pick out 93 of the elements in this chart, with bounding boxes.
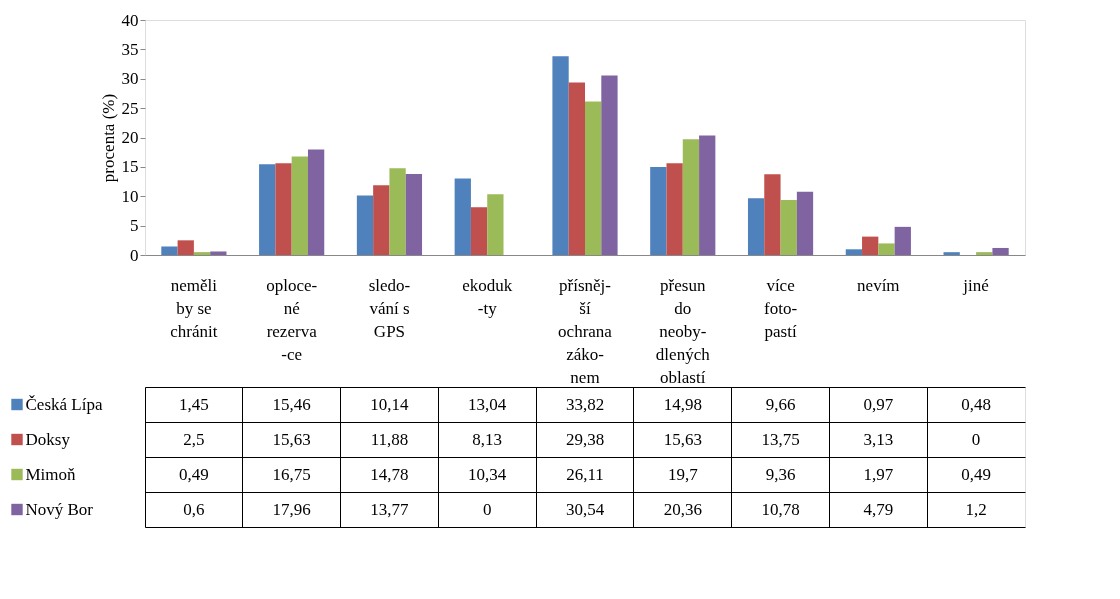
bar bbox=[650, 166, 667, 255]
bar bbox=[747, 198, 765, 255]
bar bbox=[307, 149, 325, 255]
data-label: 1,2 bbox=[965, 499, 987, 519]
bar bbox=[552, 56, 569, 255]
x-tick-label: ekoduk -ty bbox=[462, 275, 513, 318]
x-tick-label: přísněj- ší ochrana záko- nem bbox=[558, 275, 613, 387]
data-label: 4,79 bbox=[863, 499, 894, 519]
bar bbox=[796, 191, 814, 255]
data-label: 10,34 bbox=[468, 464, 507, 484]
data-label: 10,78 bbox=[761, 499, 800, 519]
x-tick-label: sledo- vání s GPS bbox=[368, 275, 411, 341]
data-label: 13,04 bbox=[468, 394, 507, 414]
bar bbox=[585, 101, 602, 255]
bar bbox=[699, 135, 716, 255]
bar bbox=[682, 139, 700, 255]
y-tick-label: 35 bbox=[121, 39, 139, 59]
y-tick-label: 20 bbox=[121, 128, 139, 147]
bar bbox=[356, 195, 374, 255]
x-tick-label: oploce- né rezerva -ce bbox=[266, 275, 318, 364]
legend-label: Nový Bor bbox=[25, 499, 94, 519]
bar bbox=[878, 243, 895, 255]
bar bbox=[992, 247, 1009, 255]
data-label: 11,88 bbox=[370, 429, 409, 449]
data-label: 0,49 bbox=[961, 464, 991, 484]
data-label: 9,36 bbox=[765, 464, 796, 484]
data-label: 26,11 bbox=[566, 464, 604, 484]
x-tick-label: přesun do neoby- dlených oblastí bbox=[655, 275, 711, 387]
data-label: 14,78 bbox=[370, 464, 409, 484]
bar bbox=[389, 168, 406, 255]
data-label: 33,82 bbox=[565, 394, 605, 414]
data-label: 3,13 bbox=[863, 429, 894, 449]
bar bbox=[275, 163, 292, 255]
bar bbox=[601, 75, 618, 255]
x-tick-label: nevím bbox=[857, 275, 900, 295]
data-label: 0 bbox=[482, 499, 492, 519]
data-label: 0,48 bbox=[961, 394, 991, 414]
data-label: 9,66 bbox=[765, 394, 796, 414]
bar bbox=[210, 251, 227, 255]
x-tick-label: jiné bbox=[962, 275, 989, 295]
y-tick-label: 0 bbox=[130, 245, 139, 265]
y-tick-label: 10 bbox=[121, 186, 139, 206]
bar bbox=[780, 200, 797, 255]
bar bbox=[454, 178, 471, 255]
bar bbox=[193, 252, 211, 255]
bar bbox=[470, 207, 488, 255]
data-label: 0,6 bbox=[183, 499, 205, 519]
x-tick-label: neměli by se chránit bbox=[170, 275, 218, 341]
data-label: 16,75 bbox=[272, 464, 311, 484]
legend-label: Mimoň bbox=[25, 464, 77, 484]
bar bbox=[259, 164, 276, 255]
data-label: 0,97 bbox=[863, 394, 894, 414]
data-label: 20,36 bbox=[663, 499, 702, 519]
y-tick-label: 30 bbox=[121, 69, 139, 89]
data-label: 13,75 bbox=[761, 429, 800, 449]
legend-label: Česká Lípa bbox=[25, 394, 103, 414]
data-label: 14,98 bbox=[663, 394, 702, 414]
bar bbox=[943, 252, 960, 255]
bar bbox=[894, 226, 911, 255]
data-label: 30,54 bbox=[565, 499, 605, 519]
data-label: 17,96 bbox=[272, 499, 311, 519]
data-label: 0,49 bbox=[179, 464, 209, 484]
bar bbox=[373, 185, 390, 255]
bar bbox=[862, 236, 879, 255]
y-axis-title: procenta (%) bbox=[98, 93, 118, 183]
legend-label: Doksy bbox=[25, 429, 71, 449]
bar bbox=[845, 249, 863, 255]
bar bbox=[764, 174, 781, 255]
data-label: 1,45 bbox=[179, 394, 209, 414]
x-tick-label: více foto- pastí bbox=[764, 275, 798, 341]
bar bbox=[177, 240, 194, 255]
bar bbox=[568, 82, 585, 255]
y-tick-label: 25 bbox=[121, 98, 139, 118]
y-tick-label: 5 bbox=[130, 216, 139, 236]
bar bbox=[291, 156, 308, 255]
data-label: 15,63 bbox=[663, 429, 702, 449]
bar bbox=[161, 246, 178, 255]
data-label: 19,7 bbox=[667, 464, 699, 484]
data-label: 0 bbox=[971, 429, 981, 449]
bar bbox=[666, 163, 683, 255]
y-tick-label: 15 bbox=[121, 157, 139, 177]
bar bbox=[487, 194, 504, 255]
data-label: 1,97 bbox=[863, 464, 894, 484]
data-label: 2,5 bbox=[183, 429, 205, 449]
data-label: 13,77 bbox=[370, 499, 410, 519]
y-tick-label: 40 bbox=[121, 10, 139, 30]
data-label: 10,14 bbox=[370, 394, 410, 414]
data-label: 29,38 bbox=[565, 429, 605, 449]
bar bbox=[405, 174, 423, 255]
data-label: 15,46 bbox=[272, 394, 311, 414]
data-label: 15,63 bbox=[272, 429, 311, 449]
data-label: 8,13 bbox=[472, 429, 503, 449]
bar bbox=[976, 252, 993, 255]
